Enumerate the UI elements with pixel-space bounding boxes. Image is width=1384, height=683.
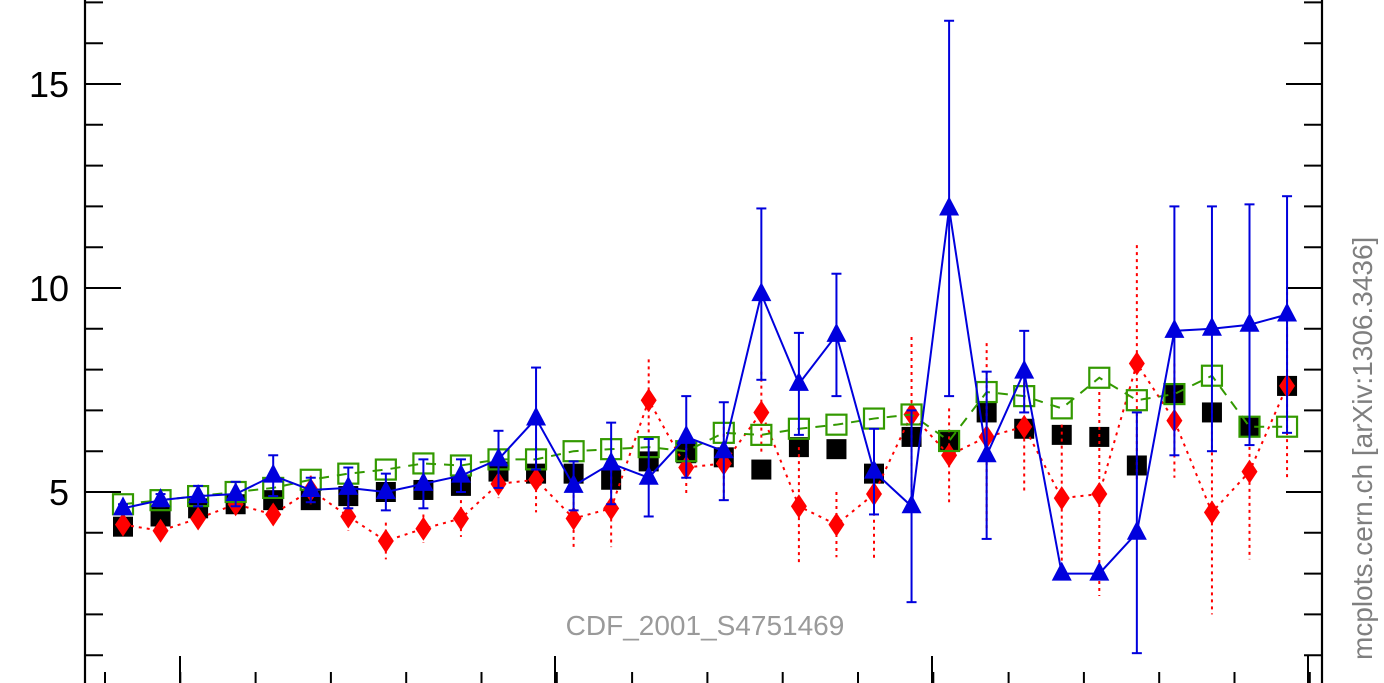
data-point: [825, 413, 848, 436]
data-point: [1126, 520, 1147, 540]
data-point: [450, 463, 471, 483]
data-point: [113, 496, 133, 516]
data-point: [1050, 397, 1073, 420]
series-data: [113, 375, 1298, 537]
data-point: [300, 477, 321, 497]
data-point: [788, 371, 809, 391]
data-point: [150, 488, 171, 508]
data-point: [603, 496, 620, 521]
data-point: [713, 439, 734, 459]
data-point: [826, 439, 847, 460]
data-point: [1016, 414, 1033, 439]
data-point: [939, 196, 960, 216]
data-point: [753, 400, 770, 425]
data-point: [976, 443, 997, 463]
data-point: [937, 429, 961, 453]
series-mc2: [111, 364, 1299, 516]
data-point: [862, 407, 886, 430]
y-tick-label: 10: [29, 268, 69, 309]
data-point: [415, 516, 432, 541]
data-point: [488, 447, 509, 467]
data-point: [150, 506, 171, 527]
data-point: [1241, 459, 1258, 484]
data-point: [826, 322, 847, 342]
data-point: [638, 465, 659, 485]
series-mc1: [115, 245, 1296, 615]
data-point: [338, 475, 359, 495]
data-point: [1091, 482, 1108, 507]
series-layer: [111, 19, 1299, 655]
watermark-label: CDF_2001_S4751469: [566, 610, 845, 641]
data-point: [413, 471, 434, 491]
data-point: [1053, 486, 1070, 511]
y-tick-label: 5: [49, 472, 69, 513]
data-point: [640, 388, 657, 413]
data-point: [751, 459, 772, 480]
data-point: [1277, 302, 1298, 322]
data-point: [864, 459, 884, 479]
source-label: mcplots.cern.ch [arXiv:1306.3436]: [1347, 237, 1378, 660]
data-point: [526, 406, 547, 426]
y-tick-label: 15: [29, 64, 69, 105]
data-point: [676, 424, 697, 444]
data-point: [340, 504, 357, 529]
data-point: [790, 494, 807, 519]
data-point: [225, 482, 246, 502]
data-point: [751, 282, 772, 302]
data-point: [452, 506, 469, 531]
data-point: [115, 512, 131, 537]
data-point: [1201, 316, 1222, 336]
data-point: [562, 440, 585, 463]
data-point: [1164, 318, 1185, 338]
data-point: [901, 494, 922, 514]
data-point: [265, 502, 282, 527]
axes: 5 10 15: [29, 0, 1324, 683]
series-line: [122, 361, 1288, 543]
data-point: [750, 423, 773, 446]
data-point: [1051, 561, 1072, 581]
data-point: [1128, 351, 1145, 376]
data-point: [1014, 359, 1035, 379]
data-point: [375, 480, 396, 499]
series-mc3: [113, 19, 1298, 655]
data-point: [1088, 366, 1111, 389]
data-point: [828, 512, 845, 537]
data-point: [1125, 389, 1148, 412]
data-point: [263, 463, 284, 483]
data-point: [1239, 312, 1260, 332]
data-point: [528, 467, 545, 492]
data-point: [190, 506, 207, 531]
data-point: [1203, 500, 1220, 525]
data-point: [152, 518, 169, 543]
data-point: [377, 528, 394, 553]
data-point: [601, 451, 622, 471]
data-point: [563, 473, 584, 493]
data-point: [941, 443, 958, 468]
data-point: [1089, 561, 1110, 581]
data-point: [1051, 424, 1072, 445]
data-point: [188, 484, 209, 504]
data-point: [565, 506, 582, 531]
series-line: [122, 208, 1288, 575]
